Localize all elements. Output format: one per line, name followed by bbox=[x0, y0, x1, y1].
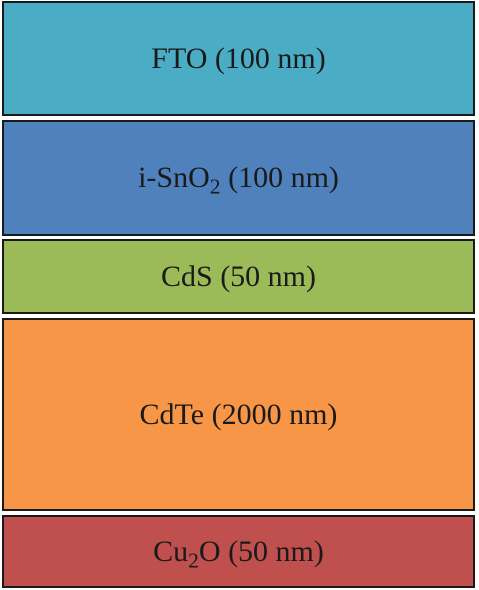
layer-fto: FTO (100 nm) bbox=[2, 1, 475, 116]
layer-i-sno2: i-SnO2 (100 nm) bbox=[2, 120, 475, 236]
layer-cds: CdS (50 nm) bbox=[2, 239, 475, 314]
layer-cu2o: Cu2O (50 nm) bbox=[2, 515, 475, 588]
layer-cdte: CdTe (2000 nm) bbox=[2, 318, 475, 511]
layer-label: CdS (50 nm) bbox=[160, 259, 317, 293]
layer-label: Cu2O (50 nm) bbox=[153, 534, 324, 572]
layer-label: i-SnO2 (100 nm) bbox=[138, 161, 339, 199]
layer-label: CdTe (2000 nm) bbox=[139, 397, 338, 431]
layer-label: FTO (100 nm) bbox=[151, 41, 326, 75]
